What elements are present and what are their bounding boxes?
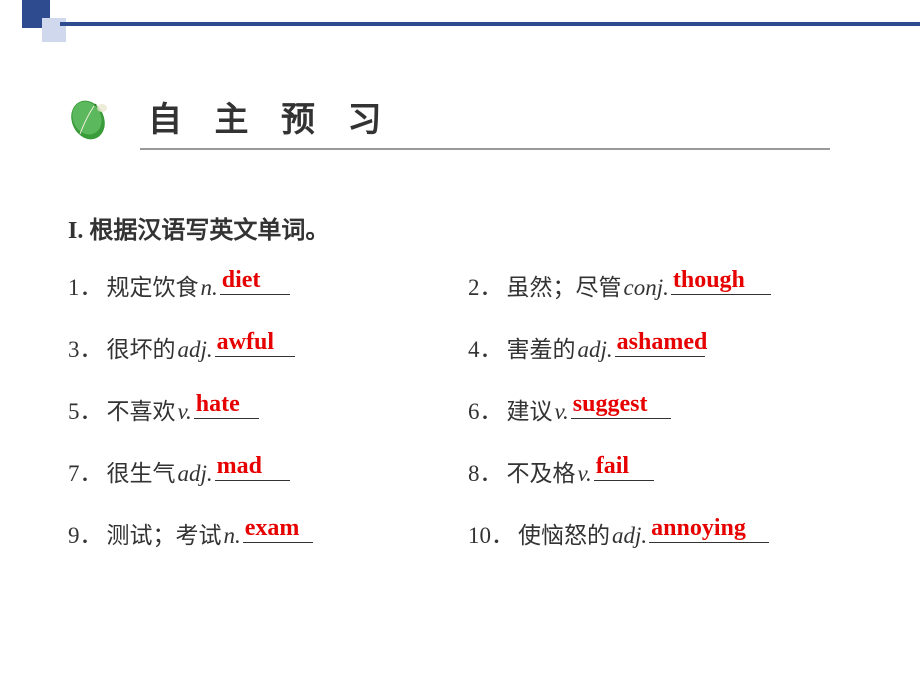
vocab-item: 9． 测试；考试 n. exam xyxy=(68,516,468,550)
answer-text: suggest xyxy=(573,391,648,418)
blank-line: ashamed xyxy=(615,335,705,357)
title-underline xyxy=(140,148,830,150)
vocab-item: 5． 不喜欢 v. hate xyxy=(68,392,468,426)
item-chinese: 测试；考试 xyxy=(107,516,222,550)
instruction-text: I. 根据汉语写英文单词。 xyxy=(68,210,329,245)
item-chinese: 很生气 xyxy=(107,454,176,488)
item-pos: conj. xyxy=(624,275,669,301)
answer-text: diet xyxy=(222,267,261,294)
item-number: 8． xyxy=(468,454,503,488)
answer-text: mad xyxy=(217,453,262,480)
blank-line: suggest xyxy=(571,397,671,419)
item-number: 1． xyxy=(68,268,103,302)
blank-line: fail xyxy=(594,459,654,481)
section-header: 自 主 预 习 xyxy=(68,90,394,142)
item-chinese: 规定饮食 xyxy=(107,268,199,302)
item-number: 3． xyxy=(68,330,103,364)
item-chinese: 使恼怒的 xyxy=(518,516,610,550)
item-row: 7． 很生气 adj. mad 8． 不及格 v. fail xyxy=(68,454,868,488)
top-decoration xyxy=(0,0,920,48)
leaf-icon xyxy=(68,90,120,142)
vocab-item: 2． 虽然；尽管 conj. though xyxy=(468,268,868,302)
blank-line: diet xyxy=(220,273,290,295)
blank-line: exam xyxy=(243,521,313,543)
answer-text: exam xyxy=(245,515,300,542)
answer-text: annoying xyxy=(651,515,746,542)
item-number: 9． xyxy=(68,516,103,550)
item-chinese: 很坏的 xyxy=(107,330,176,364)
blank-line: awful xyxy=(215,335,295,357)
item-row: 3． 很坏的 adj. awful 4． 害羞的 adj. ashamed xyxy=(68,330,868,364)
blank-line: mad xyxy=(215,459,290,481)
item-row: 5． 不喜欢 v. hate 6． 建议 v. suggest xyxy=(68,392,868,426)
item-pos: v. xyxy=(578,461,592,487)
item-number: 7． xyxy=(68,454,103,488)
vocab-item: 6． 建议 v. suggest xyxy=(468,392,868,426)
item-chinese: 害羞的 xyxy=(507,330,576,364)
vocab-item: 1． 规定饮食 n. diet xyxy=(68,268,468,302)
answer-text: though xyxy=(673,267,745,294)
answer-text: awful xyxy=(217,329,274,356)
item-pos: adj. xyxy=(178,461,213,487)
item-pos: v. xyxy=(178,399,192,425)
answer-text: ashamed xyxy=(617,329,708,356)
blank-line: though xyxy=(671,273,771,295)
vocab-item: 7． 很生气 adj. mad xyxy=(68,454,468,488)
item-number: 5． xyxy=(68,392,103,426)
vocab-item: 8． 不及格 v. fail xyxy=(468,454,868,488)
section-title: 自 主 预 习 xyxy=(148,92,394,141)
item-chinese: 虽然；尽管 xyxy=(507,268,622,302)
item-chinese: 不及格 xyxy=(507,454,576,488)
answer-text: fail xyxy=(596,453,629,480)
item-chinese: 不喜欢 xyxy=(107,392,176,426)
item-pos: n. xyxy=(224,523,241,549)
item-pos: adj. xyxy=(612,523,647,549)
item-row: 1． 规定饮食 n. diet 2． 虽然；尽管 conj. though xyxy=(68,268,868,302)
item-pos: n. xyxy=(201,275,218,301)
item-number: 2． xyxy=(468,268,503,302)
item-pos: adj. xyxy=(578,337,613,363)
blank-line: hate xyxy=(194,397,259,419)
decoration-line xyxy=(60,22,920,26)
vocab-item: 4． 害羞的 adj. ashamed xyxy=(468,330,868,364)
item-row: 9． 测试；考试 n. exam 10． 使恼怒的 adj. annoying xyxy=(68,516,868,550)
blank-line: annoying xyxy=(649,521,769,543)
answer-text: hate xyxy=(196,391,240,418)
item-pos: v. xyxy=(555,399,569,425)
vocab-item: 10． 使恼怒的 adj. annoying xyxy=(468,516,868,550)
items-container: 1． 规定饮食 n. diet 2． 虽然；尽管 conj. though 3．… xyxy=(68,268,868,578)
vocab-item: 3． 很坏的 adj. awful xyxy=(68,330,468,364)
item-pos: adj. xyxy=(178,337,213,363)
item-chinese: 建议 xyxy=(507,392,553,426)
item-number: 10． xyxy=(468,516,514,550)
item-number: 4． xyxy=(468,330,503,364)
item-number: 6． xyxy=(468,392,503,426)
